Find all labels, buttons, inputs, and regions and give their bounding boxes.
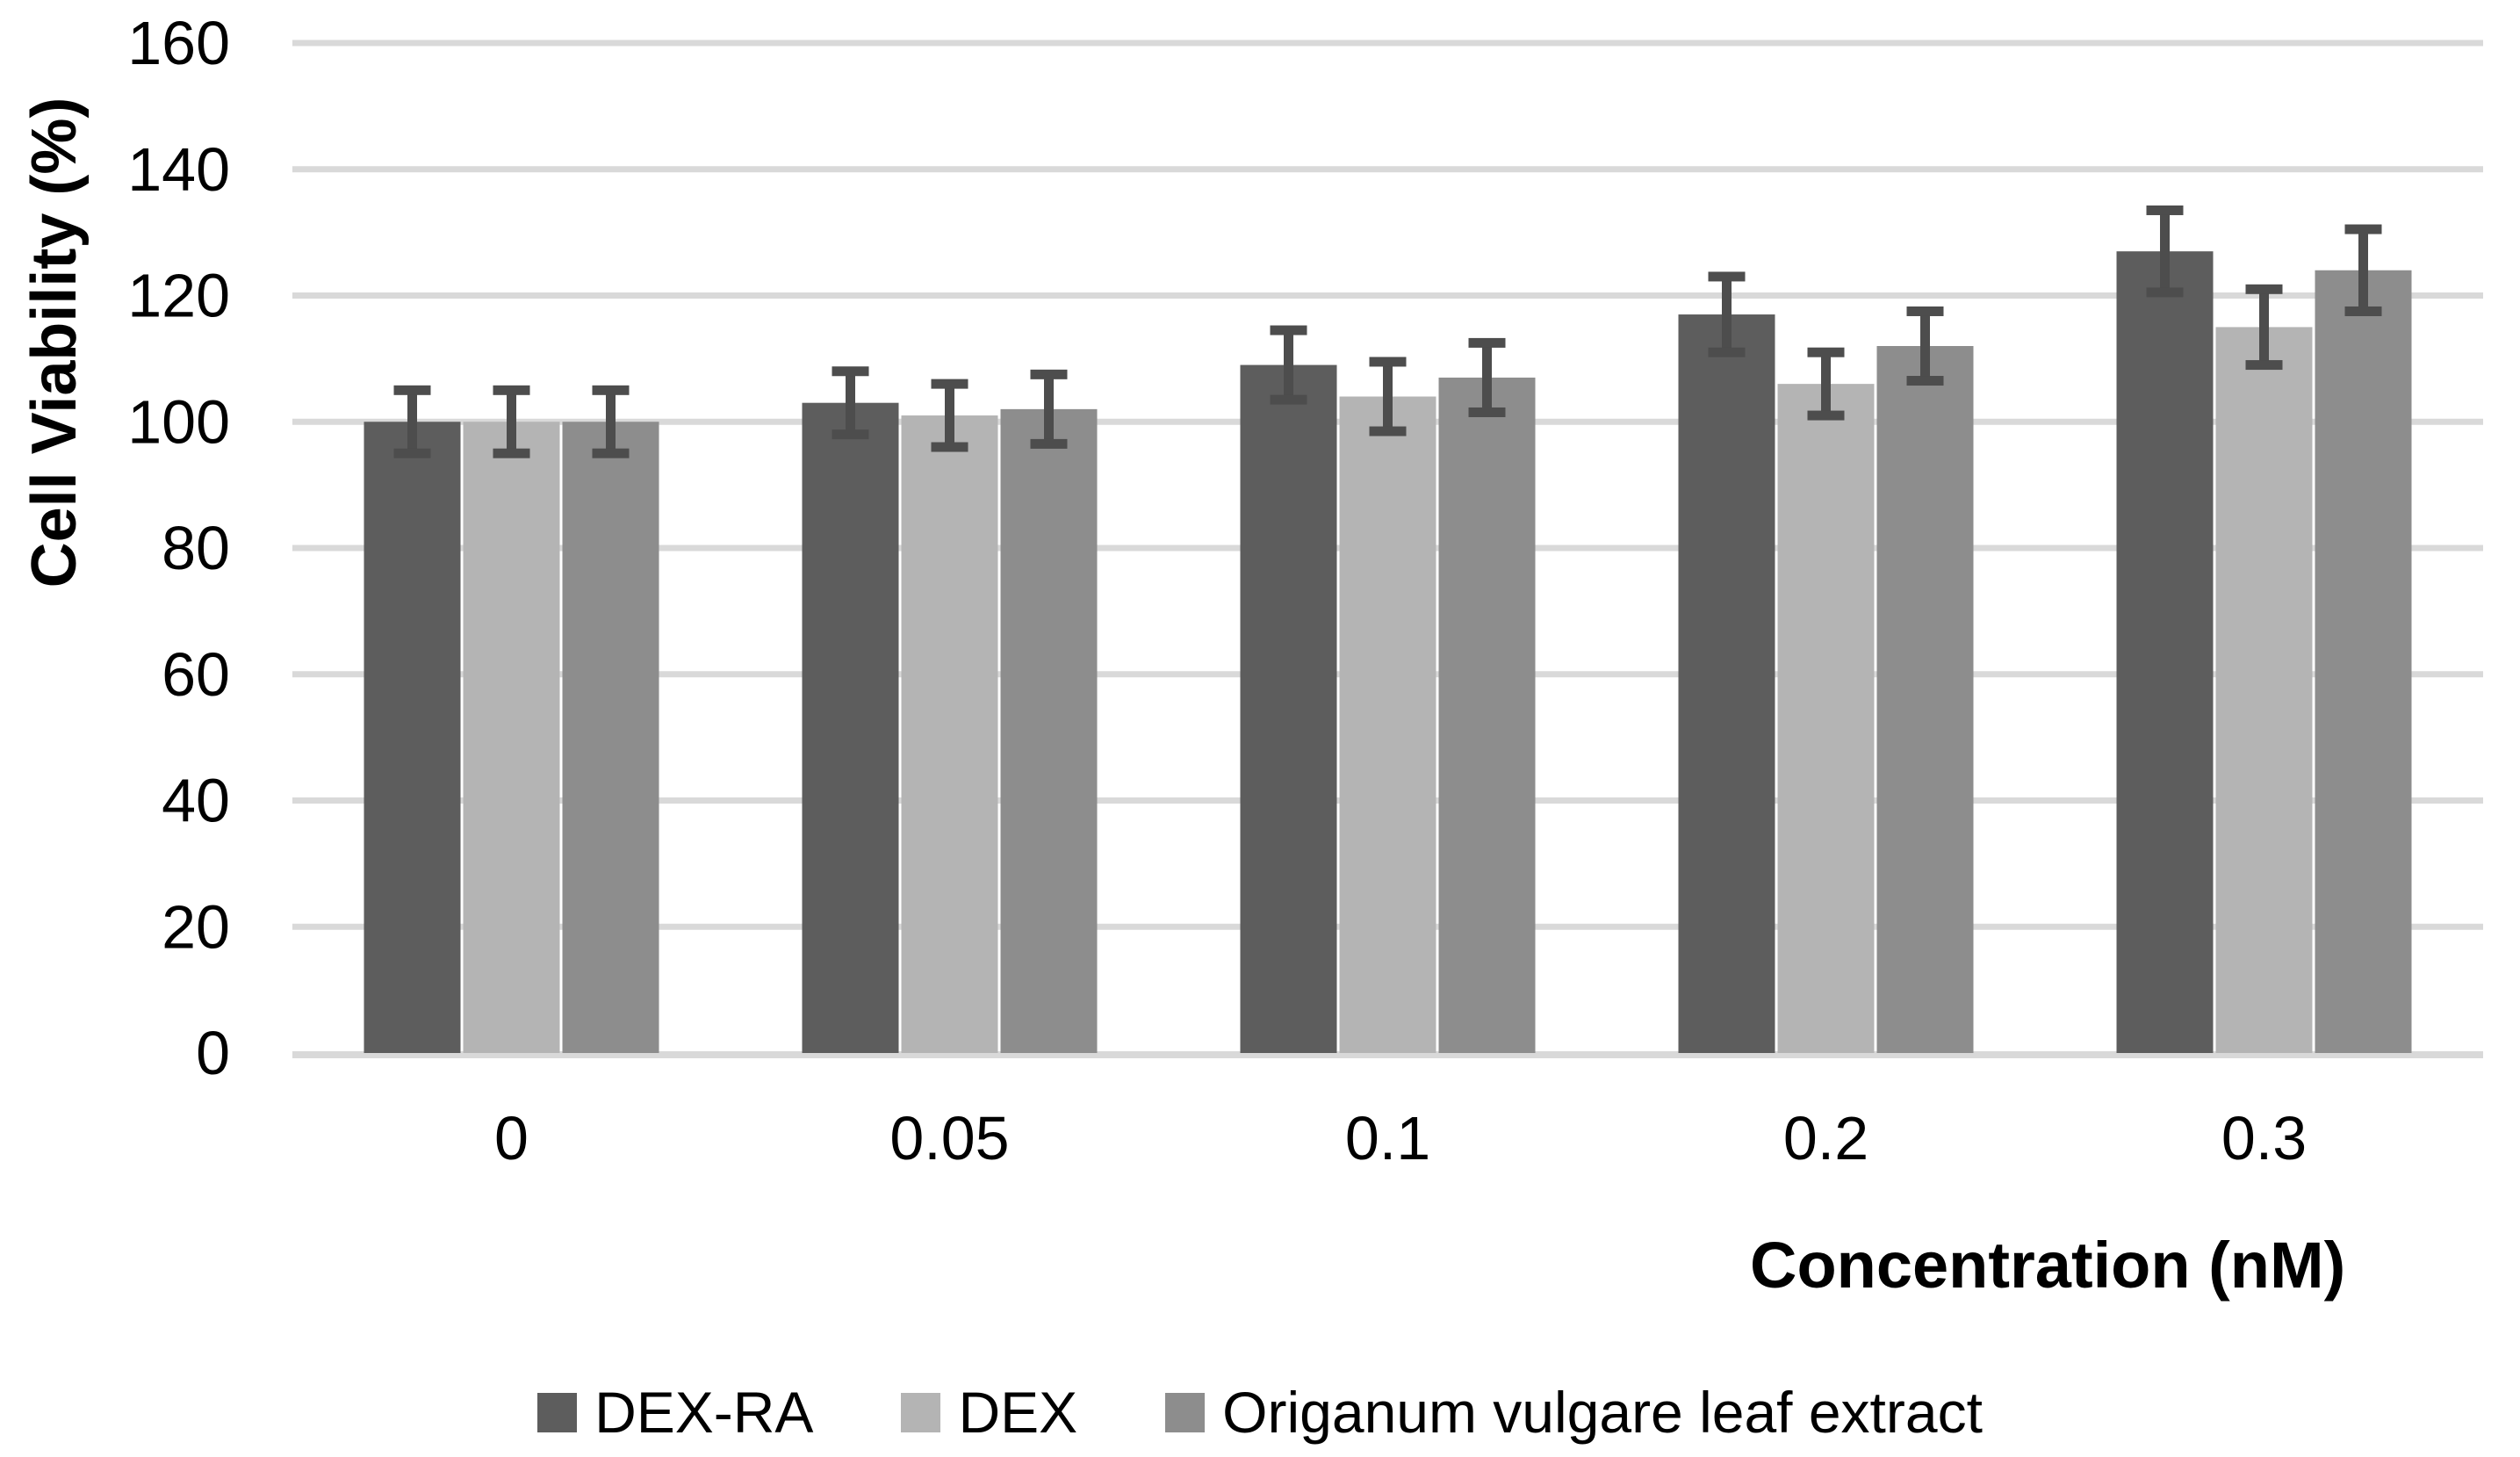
error-bar-cap-top	[1270, 325, 1307, 335]
error-bar-stem	[1383, 361, 1393, 432]
error-bar-cap-top	[493, 385, 530, 395]
error-bar-cap-bottom	[931, 442, 968, 452]
error-bar-cap-bottom	[1807, 410, 1845, 421]
bar-Origanum vulgare leaf extract-0	[562, 422, 659, 1053]
bar-DEX-0	[463, 422, 560, 1053]
error-bar-stem	[1482, 343, 1492, 413]
error-bar-cap-bottom	[2344, 306, 2382, 316]
error-bar-stem	[606, 390, 616, 454]
y-tick-label: 160	[127, 9, 230, 77]
error-bar-cap-top	[832, 366, 869, 377]
error-bar-cap-bottom	[2245, 360, 2283, 371]
x-tick-label: 0.1	[1345, 1104, 1430, 1172]
legend-item: DEX	[901, 1379, 1077, 1446]
error-bar-stem	[1284, 330, 1293, 400]
error-bar-cap-top	[1369, 357, 1407, 367]
legend-label: DEX	[958, 1380, 1078, 1445]
y-tick-label: 100	[127, 387, 230, 456]
gridline	[292, 292, 2483, 299]
error-bar-cap-bottom	[1369, 426, 1407, 436]
error-bar-stem	[2259, 289, 2269, 365]
bar-Origanum vulgare leaf extract-0.1	[1438, 377, 1536, 1053]
legend-swatch-icon	[901, 1392, 941, 1432]
error-bar-cap-top	[1030, 369, 1068, 379]
error-bar-cap-top	[2344, 224, 2382, 234]
error-bar-cap-bottom	[1030, 438, 1068, 449]
bar-DEX-RA-0.2	[1678, 314, 1775, 1053]
y-tick-label: 0	[196, 1019, 230, 1087]
legend-item: DEX-RA	[537, 1379, 813, 1446]
y-tick-label: 120	[127, 262, 230, 330]
y-tick-label: 80	[162, 514, 230, 582]
error-bar-cap-bottom	[1708, 347, 1746, 357]
bar-DEX-0.1	[1339, 396, 1436, 1053]
legend-label: Origanum vulgare leaf extract	[1222, 1380, 1983, 1445]
y-tick-label: 60	[162, 640, 230, 709]
error-bar-stem	[1920, 311, 1930, 381]
bar-Origanum vulgare leaf extract-0.2	[1876, 346, 1974, 1053]
error-bar-cap-top	[2245, 284, 2283, 294]
gridline	[292, 166, 2483, 173]
error-bar-cap-top	[2146, 205, 2184, 215]
error-bar-stem	[407, 390, 417, 454]
bar-DEX-RA-0	[364, 422, 461, 1053]
error-bar-stem	[1821, 352, 1831, 416]
bar-DEX-0.3	[2215, 327, 2313, 1053]
x-tick-label: 0	[494, 1104, 529, 1172]
bar-DEX-RA-0.1	[1240, 364, 1337, 1053]
bar-DEX-0.2	[1777, 384, 1875, 1053]
error-bar-cap-bottom	[2146, 287, 2184, 298]
error-bar-stem	[945, 384, 954, 447]
error-bar-cap-top	[1807, 347, 1845, 357]
error-bar-cap-top	[1708, 271, 1746, 282]
error-bar-cap-bottom	[493, 448, 530, 458]
error-bar-cap-top	[931, 379, 968, 389]
bar-DEX-RA-0.05	[802, 402, 899, 1053]
y-tick-label: 20	[162, 892, 230, 961]
legend: DEX-RA DEX Origanum vulgare leaf extract	[0, 1377, 2520, 1447]
error-bar-cap-top	[592, 385, 630, 395]
error-bar-cap-bottom	[1270, 394, 1307, 405]
x-tick-label: 0.2	[1783, 1104, 1868, 1172]
error-bar-stem	[2358, 229, 2368, 312]
error-bar-cap-top	[1468, 337, 1506, 348]
bar-DEX-RA-0.3	[2116, 251, 2214, 1053]
bar-DEX-0.05	[901, 415, 998, 1053]
y-tick-label: 40	[162, 767, 230, 835]
error-bar-stem	[846, 371, 855, 435]
legend-label: DEX-RA	[594, 1380, 814, 1445]
error-bar-cap-bottom	[832, 429, 869, 440]
error-bar-cap-top	[393, 385, 431, 395]
x-axis-line	[292, 1051, 2483, 1058]
x-axis-title: Concentration (nM)	[1750, 1229, 2346, 1302]
error-bar-cap-bottom	[1468, 407, 1506, 417]
legend-swatch-icon	[1165, 1392, 1206, 1432]
x-tick-label: 0.05	[889, 1104, 1009, 1172]
bar-Origanum vulgare leaf extract-0.05	[1000, 408, 1098, 1053]
legend-item: Origanum vulgare leaf extract	[1165, 1379, 1983, 1446]
gridline	[292, 40, 2483, 47]
error-bar-stem	[1722, 276, 1732, 353]
y-axis-title: Cell Viability (%)	[19, 97, 90, 588]
error-bar-cap-top	[1906, 306, 1944, 316]
error-bar-cap-bottom	[1906, 376, 1944, 386]
bar-Origanum vulgare leaf extract-0.3	[2315, 270, 2412, 1053]
error-bar-stem	[2160, 210, 2170, 292]
error-bar-cap-bottom	[592, 448, 630, 458]
legend-swatch-icon	[537, 1392, 578, 1432]
error-bar-stem	[507, 390, 516, 454]
error-bar-stem	[1044, 374, 1054, 444]
x-tick-label: 0.3	[2221, 1104, 2307, 1172]
error-bar-cap-bottom	[393, 448, 431, 458]
y-tick-label: 140	[127, 135, 230, 204]
